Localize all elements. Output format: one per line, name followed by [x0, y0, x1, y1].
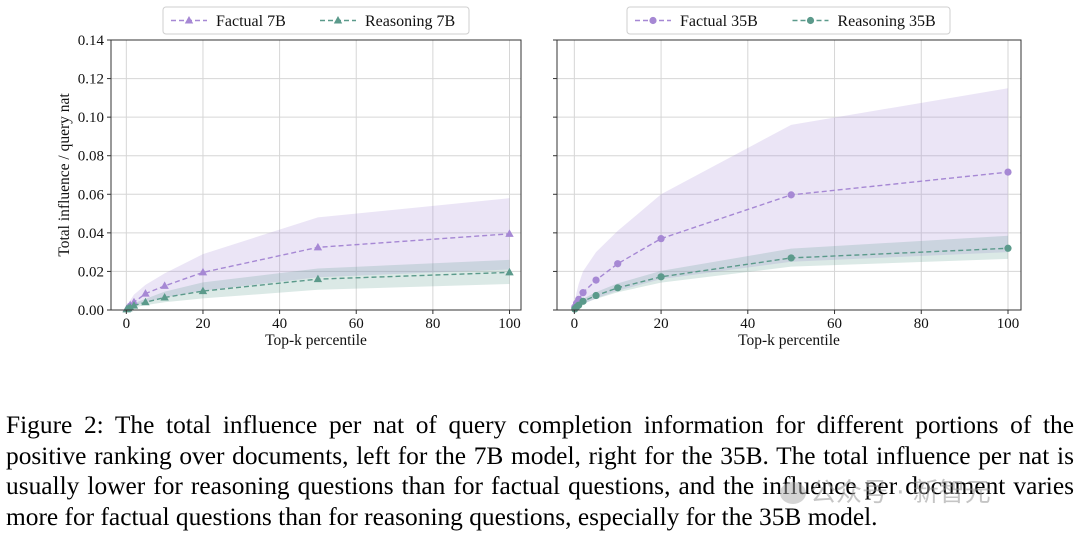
- legend-box: [162, 6, 470, 35]
- x-tick-label: 20: [654, 316, 669, 332]
- legend-label: Reasoning 7B: [365, 13, 455, 30]
- legend-label: Factual 7B: [216, 13, 286, 30]
- x-axis-label: Top-k percentile: [738, 332, 840, 349]
- y-tick-label: 0.08: [78, 149, 104, 165]
- x-tick-label: 0: [571, 316, 579, 332]
- legend: Factual 7B Reasoning 7B: [162, 6, 470, 35]
- data-point: [198, 286, 208, 295]
- data-point: [141, 289, 150, 297]
- data-point: [160, 281, 169, 289]
- chart-panel-2: 0 20 40 60 80 100 Top-k percentile Factual 35B R…: [553, 6, 1022, 349]
- x-axis-label: Top-k percentile: [265, 332, 367, 349]
- confidence-band: [126, 259, 510, 310]
- confidence-band: [126, 198, 510, 310]
- legend-item: Reasoning 7B: [320, 13, 455, 30]
- data-point: [592, 276, 600, 284]
- data-point: [141, 297, 150, 306]
- data-point: [198, 267, 208, 276]
- data-point: [614, 260, 622, 268]
- x-tick-label: 40: [740, 316, 755, 332]
- y-tick-label: 0.12: [78, 72, 104, 88]
- data-point: [579, 297, 587, 305]
- y-tick-label: 0.10: [78, 110, 104, 126]
- y-tick-label: 0.14: [78, 33, 105, 49]
- chart-panel-1: 0 20 40 60 80 100 0.00 0.02 0.04 0.06 0.08 0.10 0.12…: [56, 6, 522, 349]
- x-tick-label: 80: [914, 316, 929, 332]
- x-tick-label: 100: [997, 316, 1020, 332]
- x-tick-label: 60: [349, 316, 364, 332]
- data-point: [657, 273, 665, 281]
- legend-item: Reasoning 35B: [792, 13, 936, 30]
- data-point: [129, 301, 139, 309]
- data-point: [505, 229, 514, 237]
- legend-label: Factual 35B: [680, 13, 758, 30]
- data-point: [313, 274, 323, 283]
- figure-panels: 0 20 40 60 80 100 0.00 0.02 0.04 0.06 0.08 0.10 0.12…: [56, 6, 1022, 349]
- legend-marker: [649, 16, 657, 25]
- data-point: [614, 284, 622, 292]
- x-tick-label: 20: [195, 316, 210, 332]
- x-tick-label: 60: [827, 316, 842, 332]
- x-tick-label: 100: [498, 316, 521, 332]
- y-tick-label: 0.02: [78, 264, 104, 280]
- y-axis-label: Total influence / query nat: [56, 93, 73, 257]
- y-tick-label: 0.04: [78, 226, 105, 242]
- y-tick-label: 0.06: [78, 187, 105, 203]
- x-tick-label: 0: [123, 316, 131, 332]
- legend-box: [626, 6, 951, 35]
- data-point: [787, 191, 795, 199]
- data-point: [505, 267, 514, 276]
- data-point: [787, 254, 795, 262]
- legend-marker: [184, 16, 194, 24]
- data-point: [1004, 244, 1012, 252]
- x-tick-label: 80: [425, 316, 440, 332]
- data-point: [313, 242, 323, 251]
- plot-frame: [556, 39, 1022, 311]
- legend-label: Reasoning 35B: [838, 13, 936, 30]
- legend: Factual 35B Reasoning 35B: [626, 6, 951, 35]
- confidence-band: [574, 88, 1008, 310]
- y-tick-label: 0.00: [78, 303, 104, 319]
- figure-caption: Figure 2: The total influence per nat of…: [6, 411, 1074, 531]
- legend-item: Factual 35B: [635, 13, 758, 30]
- data-point: [579, 289, 587, 297]
- data-point: [125, 302, 135, 311]
- plot-frame: [110, 39, 522, 311]
- legend-marker: [333, 16, 343, 24]
- x-tick-label: 40: [272, 316, 287, 332]
- data-point: [1004, 168, 1012, 176]
- legend-item: Factual 7B: [171, 13, 286, 30]
- data-point: [657, 235, 665, 243]
- data-point: [160, 292, 169, 301]
- legend-marker: [806, 16, 815, 25]
- data-point: [592, 291, 600, 300]
- confidence-band: [574, 235, 1008, 310]
